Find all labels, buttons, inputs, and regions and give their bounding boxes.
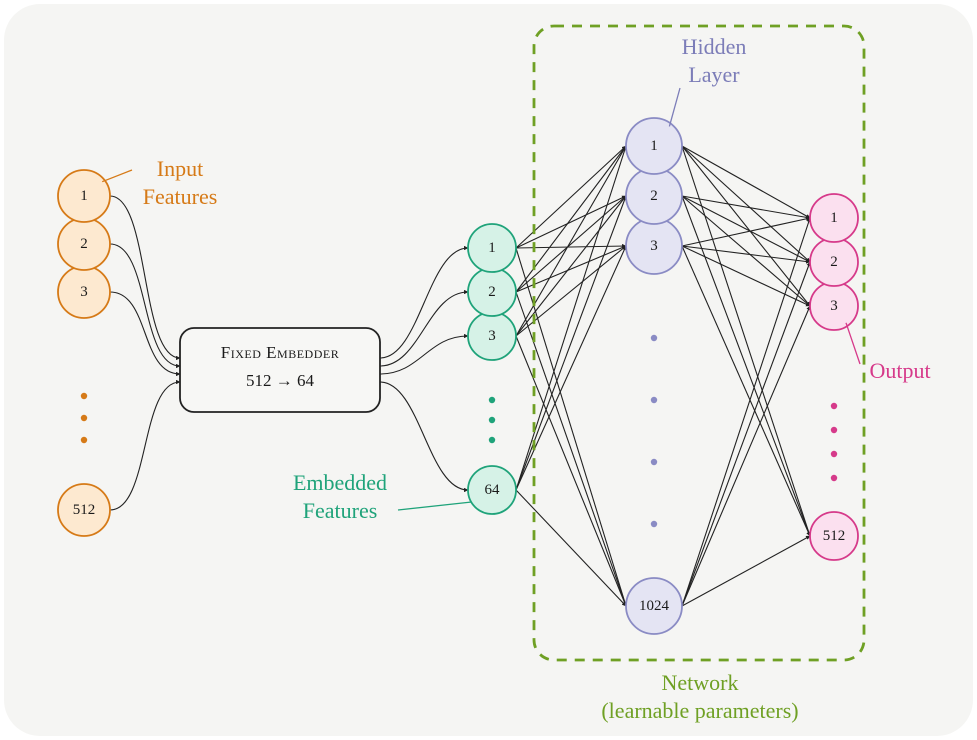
output-ellipsis-dot	[831, 451, 837, 457]
embedded-ellipsis-dot	[489, 397, 495, 403]
input-label: Input	[157, 156, 203, 181]
embedded-ellipsis-dot	[489, 437, 495, 443]
input-ellipsis-dot	[81, 415, 87, 421]
network-label: (learnable parameters)	[601, 698, 798, 723]
hidden-node-label: 1024	[639, 598, 670, 614]
input-label: Features	[143, 184, 218, 209]
output-node-label: 1	[830, 210, 838, 226]
hidden-ellipsis-dot	[651, 397, 657, 403]
output-node-label: 3	[830, 298, 838, 314]
network-label: Network	[662, 670, 739, 695]
input-node-label: 2	[80, 236, 88, 252]
embedder-box: Fixed Embedder 512 → 64	[180, 328, 380, 412]
embedded-ellipsis-dot	[489, 417, 495, 423]
output-label: Output	[869, 358, 930, 383]
hidden-ellipsis-dot	[651, 459, 657, 465]
input-ellipsis-dot	[81, 437, 87, 443]
input-ellipsis-dot	[81, 393, 87, 399]
diagram-background	[4, 4, 973, 736]
hidden-node-label: 2	[650, 188, 658, 204]
embedded-node-label: 1	[488, 240, 496, 256]
embedded-label: Embedded	[293, 470, 387, 495]
hidden-node-label: 1	[650, 138, 658, 154]
input-node-label: 3	[80, 284, 88, 300]
output-ellipsis-dot	[831, 403, 837, 409]
hidden-ellipsis-dot	[651, 521, 657, 527]
output-node-label: 512	[823, 528, 846, 544]
embedded-node-label: 2	[488, 284, 496, 300]
hidden-label: Layer	[688, 62, 740, 87]
input-node-label: 1	[80, 188, 88, 204]
hidden-ellipsis-dot	[651, 335, 657, 341]
hidden-label: Hidden	[682, 34, 747, 59]
embedded-label: Features	[303, 498, 378, 523]
output-ellipsis-dot	[831, 475, 837, 481]
embedder-label-1: Fixed Embedder	[221, 343, 339, 362]
output-ellipsis-dot	[831, 427, 837, 433]
input-node-label: 512	[73, 502, 96, 518]
embedded-node-label: 3	[488, 328, 496, 344]
embedded-node-label: 64	[485, 482, 501, 498]
output-node-label: 2	[830, 254, 838, 270]
embedder-label-2: 512 → 64	[246, 371, 315, 390]
hidden-node-label: 3	[650, 238, 658, 254]
